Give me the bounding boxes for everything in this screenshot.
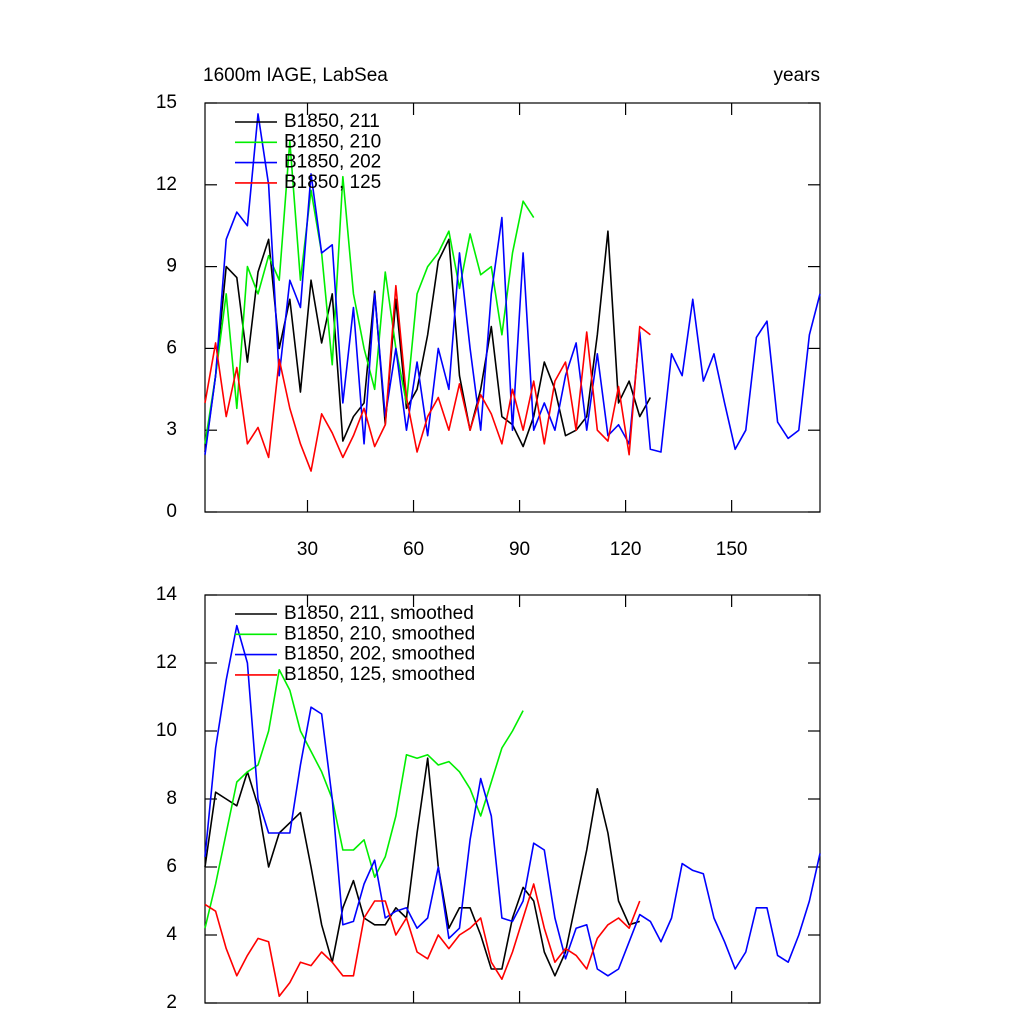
legend-label: B1850, 210: [284, 131, 381, 152]
x-tick-label: 150: [716, 539, 748, 560]
y-tick-label: 14: [156, 584, 178, 605]
y-tick-label: 0: [166, 501, 177, 522]
y-tick-label: 12: [156, 652, 177, 673]
legend-label: B1850, 211: [284, 111, 380, 132]
legend-label: B1850, 211, smoothed: [284, 603, 474, 624]
chart-title: 1600m IAGE, LabSea: [203, 65, 388, 86]
series-line: [204, 757, 640, 977]
y-tick-label: 15: [156, 92, 177, 113]
series-line: [204, 113, 821, 455]
unit-label: years: [774, 65, 820, 86]
legend-label: B1850, 125, smoothed: [284, 664, 475, 685]
legend-label: B1850, 210, smoothed: [284, 623, 475, 644]
y-tick-label: 10: [156, 720, 177, 741]
x-tick-label: 30: [297, 539, 318, 560]
y-tick-label: 3: [166, 419, 177, 440]
x-tick-label: 120: [610, 539, 642, 560]
y-tick-label: 9: [166, 256, 177, 277]
y-tick-label: 4: [166, 924, 177, 945]
y-tick-label: 8: [166, 788, 177, 809]
series-line: [204, 669, 524, 929]
legend-label: B1850, 125: [284, 172, 381, 193]
legend-label: B1850, 202, smoothed: [284, 644, 475, 665]
y-tick-label: 2: [166, 992, 177, 1013]
legend-label: B1850, 202: [284, 152, 381, 173]
series-line: [204, 284, 651, 472]
y-tick-label: 12: [156, 174, 177, 195]
plot-frame: [204, 102, 821, 513]
series-line: [204, 624, 821, 977]
x-tick-label: 60: [403, 539, 424, 560]
y-tick-label: 6: [166, 337, 177, 358]
series-line: [204, 883, 641, 997]
x-tick-label: 90: [509, 539, 530, 560]
y-tick-label: 6: [166, 856, 177, 877]
